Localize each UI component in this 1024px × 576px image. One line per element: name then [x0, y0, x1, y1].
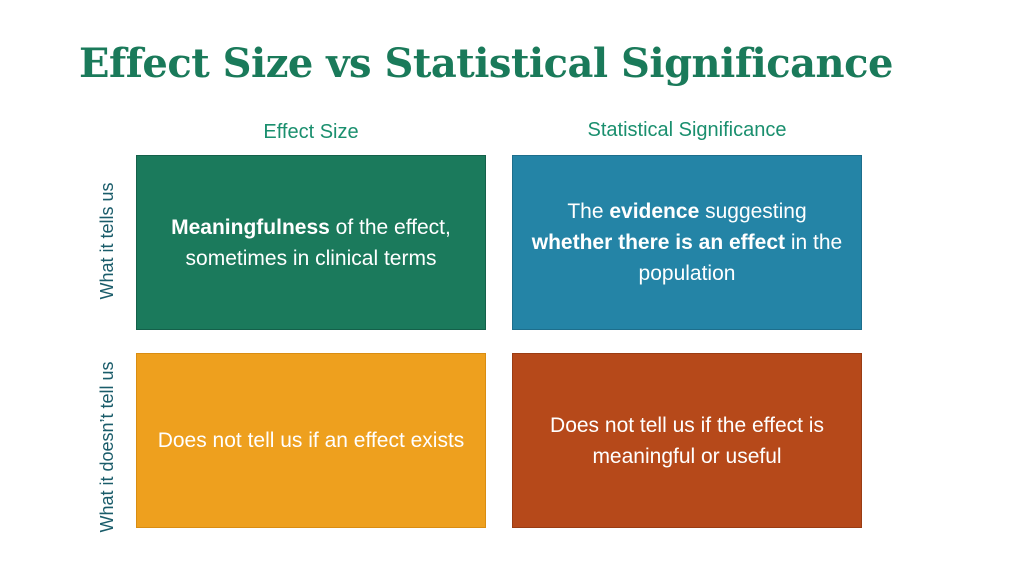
- cell-text: in the population: [638, 231, 843, 285]
- emphasis-meaningfulness: Meaningfulness: [171, 215, 330, 239]
- cell-significance-doesnt-tell-text: Does not tell us if the effect is meanin…: [550, 413, 824, 468]
- cell-significance-tells: The evidence suggesting whether there is…: [512, 155, 862, 330]
- cell-effect-size-doesnt-tell-text: Does not tell us if an effect exists: [157, 429, 465, 452]
- column-header-effect-size: Effect Size: [263, 121, 359, 143]
- cell-text: The: [567, 200, 610, 223]
- cell-effect-size-doesnt-tell: Does not tell us if an effect exists: [136, 353, 486, 528]
- cell-text: of the effect, sometimes in clinical ter…: [185, 215, 451, 270]
- column-header-statistical-significance: Statistical Significance: [587, 119, 787, 141]
- emphasis-evidence: evidence: [609, 200, 700, 223]
- emphasis-whether-effect: whether there is an effect: [531, 231, 786, 254]
- cell-significance-doesnt-tell: Does not tell us if the effect is meanin…: [512, 353, 862, 528]
- row-label-what-it-tells-us: What it tells us: [97, 182, 117, 300]
- cell-significance-tells-text: The evidence suggesting whether there is…: [531, 196, 843, 289]
- cell-text: suggesting: [699, 200, 807, 223]
- row-label-what-it-doesnt-tell-us: What it doesn’t tell us: [97, 361, 117, 533]
- cell-effect-size-tells-text: Meaningfulness of the effect, sometimes …: [155, 212, 467, 274]
- cell-effect-size-tells: Meaningfulness of the effect, sometimes …: [136, 155, 486, 330]
- slide-title: Effect Size vs Statistical Significance: [79, 40, 893, 87]
